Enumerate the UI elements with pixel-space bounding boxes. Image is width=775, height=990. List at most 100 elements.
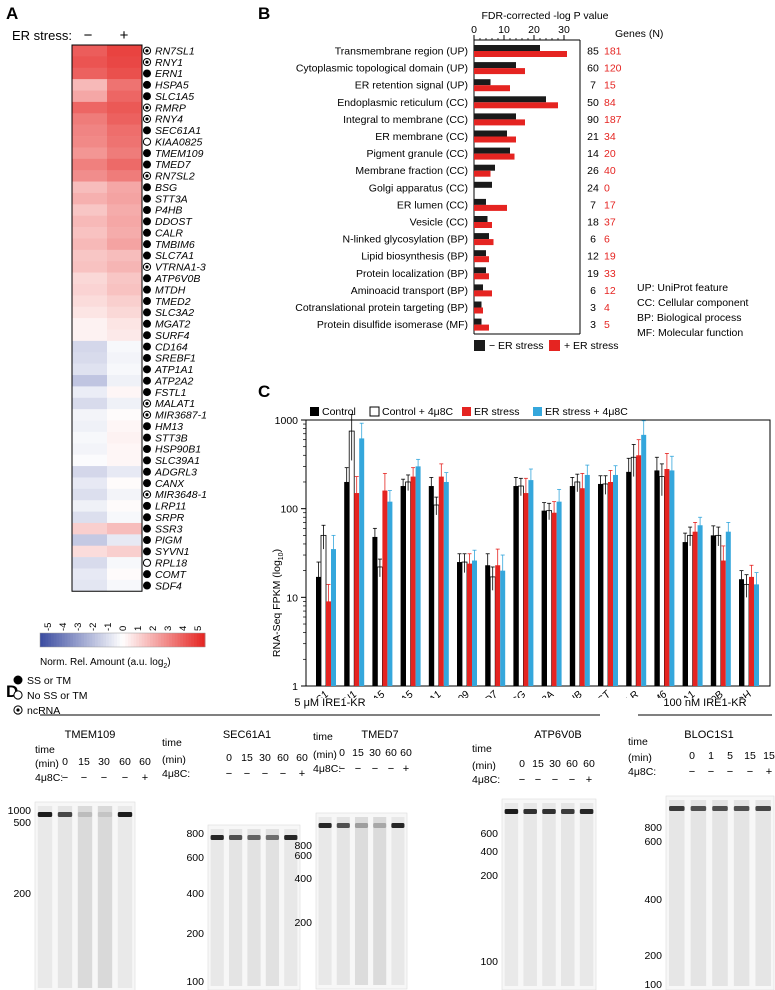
rnaseq-bars (316, 414, 759, 687)
heatmap-gene-label: SDF4 (155, 580, 182, 592)
scale-gradient-step (84, 633, 88, 647)
enrichment-category-label: Aminoacid transport (BP) (351, 285, 468, 297)
ncrna-marker-dot (145, 174, 149, 178)
lane-inhibitor: − (355, 763, 361, 775)
gel-image (501, 798, 597, 990)
gel-main-band (690, 806, 707, 811)
gel-main-band (542, 809, 556, 814)
heatmap-gene-label: FSTL1 (155, 387, 187, 399)
gel-lane-smear (733, 800, 750, 986)
heatmap-gene-label: STT3B (155, 432, 188, 444)
rnaseq-bar (382, 490, 388, 686)
size-marker: 200 (480, 870, 498, 882)
scale-gradient-step (75, 633, 79, 647)
size-marker: 200 (186, 928, 204, 940)
ss-or-tm-marker (143, 353, 151, 362)
lane-inhibitor: − (81, 772, 87, 784)
scale-gradient-step (144, 633, 148, 647)
size-marker: 600 (186, 852, 204, 864)
ss-or-tm-marker (143, 206, 151, 215)
heatmap-cell (107, 204, 143, 216)
no-ss-or-tm-marker (13, 690, 23, 700)
rnaseq-bar (749, 576, 754, 686)
heatmap-cell (72, 522, 108, 535)
gel-lane-smear (37, 806, 53, 988)
heatmap-gene-label: RMRP (155, 102, 186, 114)
bar-minus-er-stress (474, 250, 486, 257)
heatmap-gene-label: SRPR (155, 512, 185, 524)
scale-gradient-step (103, 633, 107, 647)
inhibitor-label: 4μ8C: (162, 768, 190, 780)
blot-title: BLOC1S1 (684, 729, 734, 741)
heatmap-condition-label: ER stress: (12, 28, 72, 43)
lane-time: 15 (78, 756, 90, 768)
bar-plus-er-stress (474, 273, 489, 280)
gel-lane-smear (690, 800, 707, 986)
rnaseq-bar (377, 566, 383, 687)
gel-main-band (247, 835, 261, 840)
rnaseq-bar (715, 534, 722, 687)
bar-plus-er-stress (474, 153, 515, 160)
gene-count-plus: 84 (604, 97, 616, 109)
ss-or-tm-marker (143, 581, 151, 590)
heatmap-gene-label: MIR3687-1 (155, 410, 207, 422)
rnaseq-bar (500, 570, 506, 686)
heatmap-cell (107, 534, 143, 547)
gel-lane-smear (210, 829, 224, 986)
ss-or-tm-marker (143, 547, 151, 556)
heatmap-cell (107, 431, 143, 444)
heatmap-scale-title: Norm. Rel. Amount (a.u. log2) (40, 657, 171, 670)
heatmap-gene-label: STT3A (155, 193, 188, 205)
lane-time: 15 (744, 750, 756, 762)
legend-entry-label: ncRNA (27, 705, 60, 717)
heatmap-cell (72, 568, 108, 581)
enrichment-category-label: ER lumen (CC) (397, 199, 468, 211)
rnaseq-bar (489, 576, 496, 687)
gene-count-plus: 20 (604, 148, 616, 160)
heatmap-gene-label: RN7SL2 (155, 171, 195, 183)
heatmap-cell (72, 488, 108, 501)
ss-or-tm-marker (143, 319, 151, 328)
lane-inhibitor: − (226, 768, 232, 780)
abbreviation-entry: CC: Cellular component (637, 297, 749, 309)
enrichment-categories: Transmembrane region (UP) Cytoplasmic top… (295, 46, 468, 332)
heatmap-gene-label: TMEM109 (155, 148, 204, 160)
rnaseq-bar (654, 470, 660, 686)
heatmap-cell (107, 215, 143, 228)
rnaseq-bar (461, 561, 468, 687)
rnaseq-bar (569, 486, 575, 686)
ss-or-tm-marker (143, 479, 151, 488)
rnaseq-bar (359, 438, 365, 686)
heatmap-gene-label: ADGRL3 (154, 466, 197, 478)
gene-count-minus: 24 (587, 182, 599, 194)
ss-or-tm-marker (143, 524, 151, 533)
scale-gradient-step (122, 633, 126, 647)
y-tick-label: 100 (280, 504, 298, 516)
gel-main-band (579, 809, 594, 814)
gene-count-minus: 18 (587, 217, 599, 229)
heatmap-cell (107, 283, 143, 296)
legend-minus-swatch (474, 340, 485, 351)
scale-gradient-step (97, 633, 101, 647)
heatmap-cell (72, 352, 108, 364)
time-label: time (313, 731, 333, 743)
ss-or-tm-marker (143, 80, 151, 89)
rnaseq-y-label: RNA-Seq FPKM (log10) (271, 549, 285, 657)
heatmap-cell (72, 306, 108, 319)
bar-minus-er-stress (474, 284, 483, 291)
rnaseq-bar (641, 434, 647, 686)
heatmap-gene-label: SSR3 (155, 523, 183, 535)
heatmap-cell (107, 272, 143, 285)
lane-time: 60 (119, 756, 131, 768)
scale-gradient-step (166, 633, 170, 647)
rnaseq-bar (743, 583, 750, 687)
size-marker: 400 (186, 888, 204, 900)
lane-inhibitor: − (372, 763, 378, 775)
rnaseq-plot-frame (305, 419, 771, 687)
rnaseq-bar (754, 584, 759, 686)
heatmap-cell (72, 158, 108, 171)
lane-inhibitor: − (569, 774, 575, 786)
